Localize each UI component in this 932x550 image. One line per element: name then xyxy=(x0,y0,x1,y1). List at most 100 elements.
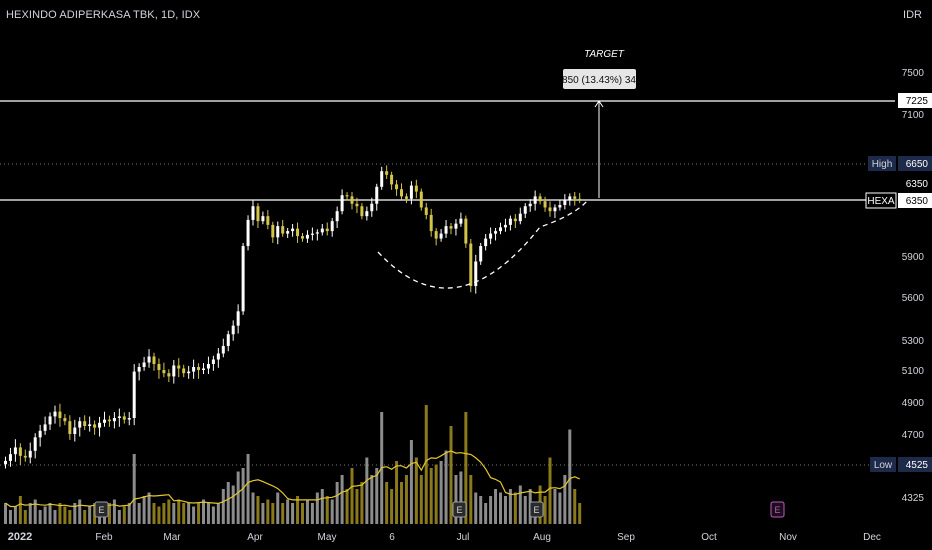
volume-bar xyxy=(152,503,156,524)
earnings-icon[interactable]: E xyxy=(94,501,109,518)
volume-bar xyxy=(226,482,230,524)
y-tick-label: 5900 xyxy=(902,252,925,263)
candle xyxy=(63,414,67,426)
candle xyxy=(202,362,205,374)
candle xyxy=(236,304,240,334)
candle xyxy=(345,192,349,201)
volume-bar xyxy=(296,496,300,524)
candle xyxy=(182,364,186,378)
volume-bar xyxy=(83,510,87,524)
candle xyxy=(28,442,32,464)
y-tick-label: 5100 xyxy=(902,366,925,377)
volume-bar xyxy=(503,496,507,524)
y-tick-label: 7500 xyxy=(902,68,925,79)
candle xyxy=(474,254,478,294)
volume-bar xyxy=(310,503,314,524)
candle xyxy=(390,171,394,190)
earnings-icon[interactable]: E xyxy=(452,501,467,518)
candle xyxy=(197,363,201,379)
low-badge: Low 4525 xyxy=(870,457,932,472)
volume-bar xyxy=(137,503,141,524)
candle xyxy=(449,223,453,235)
earnings-icon[interactable]: E xyxy=(529,501,544,518)
upcoming-earnings-icon[interactable]: E xyxy=(770,501,785,518)
volume-bar xyxy=(18,496,22,524)
volume-bar xyxy=(63,506,67,524)
volume-bar xyxy=(142,496,146,524)
candle xyxy=(271,221,275,243)
x-tick-label: Nov xyxy=(779,532,797,543)
volume-bar xyxy=(395,461,399,524)
candle xyxy=(137,363,141,381)
svg-text:6350: 6350 xyxy=(906,196,929,207)
symbol-price-badge: HEXA 6350 xyxy=(865,192,932,209)
volume-bar xyxy=(484,503,488,524)
volume-bar xyxy=(518,485,522,524)
candle xyxy=(494,228,498,241)
symbol-title: HEXINDO ADIPERKASA TBK, 1D, IDX xyxy=(6,9,201,21)
svg-text:E: E xyxy=(98,505,104,515)
volume-bar xyxy=(320,489,324,524)
candle xyxy=(513,214,517,228)
volume-bar xyxy=(568,429,572,524)
price-scale[interactable]: 7500 7100 5900 5600 5300 5100 4900 4700 … xyxy=(865,68,932,504)
volume-bar xyxy=(454,475,458,524)
volume-bar xyxy=(127,503,131,524)
candle xyxy=(434,228,438,246)
guide-lines xyxy=(0,100,895,466)
volume-bar xyxy=(370,475,374,524)
candle xyxy=(167,369,171,382)
candle xyxy=(305,230,309,243)
volume-bar xyxy=(8,510,12,524)
candle xyxy=(310,227,314,241)
candle xyxy=(340,189,344,215)
candle xyxy=(355,197,359,214)
volume-bar xyxy=(508,489,512,524)
volume-bar xyxy=(38,510,42,524)
candle xyxy=(548,201,552,217)
candle xyxy=(147,349,151,368)
volume-bar xyxy=(390,489,394,524)
candle xyxy=(518,207,522,225)
y-tick-label: 5300 xyxy=(902,336,925,347)
volume-bar xyxy=(157,506,161,524)
candle xyxy=(53,405,57,424)
candle xyxy=(98,416,102,437)
volume-bar xyxy=(553,489,557,524)
volume-bar xyxy=(4,503,7,524)
time-scale[interactable]: 2022 Feb Mar Apr May 6 Jul Aug Sep Oct N… xyxy=(8,531,881,543)
volume-bar xyxy=(58,503,62,524)
candle xyxy=(241,242,245,315)
candle xyxy=(315,229,319,241)
candle xyxy=(370,197,374,217)
volume-bar xyxy=(489,496,493,524)
candle xyxy=(18,443,22,466)
svg-text:7225: 7225 xyxy=(906,96,929,107)
target-info-box: 850 (13.43%) 34 xyxy=(562,69,636,89)
candle xyxy=(528,199,532,212)
volume-bar xyxy=(340,475,344,524)
volume-bar xyxy=(499,492,502,524)
volume-bar xyxy=(543,496,547,524)
candle xyxy=(439,228,443,242)
candle xyxy=(286,228,290,238)
y-tick-label: 5600 xyxy=(902,293,925,304)
svg-text:E: E xyxy=(456,505,462,515)
candle xyxy=(543,196,547,212)
candle xyxy=(127,412,131,426)
candle xyxy=(177,358,181,378)
target-info-text: 850 (13.43%) 34 xyxy=(562,75,636,86)
earnings-markers[interactable]: E E E E xyxy=(94,501,785,518)
volume-bar xyxy=(301,503,304,524)
candle xyxy=(122,412,126,424)
volume-bar xyxy=(335,482,339,524)
candle xyxy=(563,194,567,210)
target-label: TARGET xyxy=(584,49,625,60)
volume-bar xyxy=(286,499,290,524)
candle xyxy=(162,362,166,378)
volume-bar xyxy=(439,461,443,524)
candle xyxy=(117,408,121,427)
candle xyxy=(296,222,300,243)
candle xyxy=(335,206,339,228)
